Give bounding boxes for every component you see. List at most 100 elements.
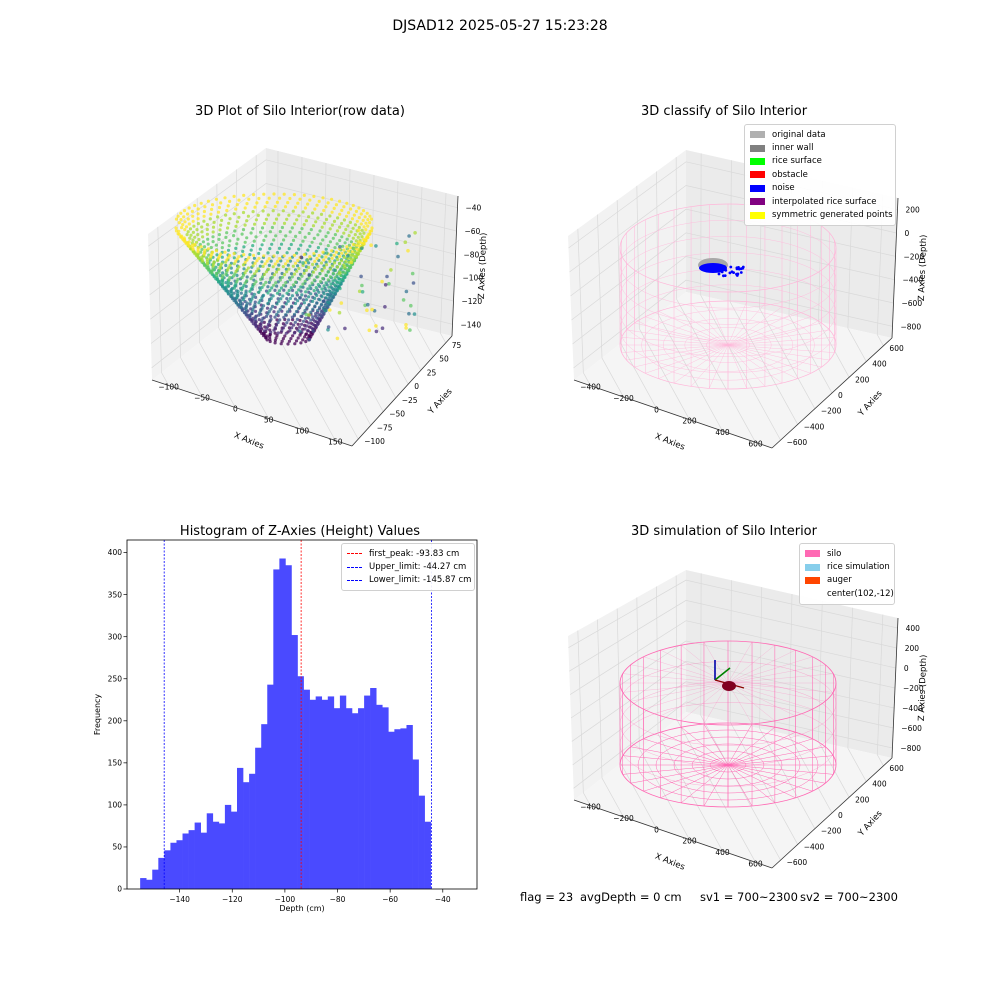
p1-data-point [313, 296, 317, 300]
p1-data-point [324, 217, 329, 222]
p1-data-point [370, 226, 374, 230]
p2-xgrid [675, 157, 756, 443]
p1-data-point [249, 277, 253, 281]
p1-data-point [277, 289, 282, 293]
p1-data-point [262, 283, 266, 287]
p1-data-point [285, 297, 289, 301]
p1-data-point [366, 302, 370, 307]
p1-data-point [363, 303, 367, 308]
p4-ygrid [729, 580, 799, 845]
p1-data-point [272, 221, 276, 225]
p4-silo-top-spoke [727, 664, 826, 684]
p1-data-point [404, 326, 408, 330]
p4-yaxis [771, 757, 893, 869]
p1-data-point [219, 201, 223, 205]
p1-data-point [200, 225, 204, 229]
p1-data-point [363, 215, 367, 219]
p1-data-point [233, 229, 237, 233]
p1-data-point [206, 199, 210, 203]
p1-data-point [328, 308, 332, 312]
p1-data-point [267, 299, 271, 303]
plot-frame [126, 539, 478, 890]
p1-data-point [229, 287, 233, 292]
p2-silo-ring [619, 268, 837, 357]
histogram-bar [315, 696, 323, 889]
p1-data-point [295, 317, 299, 321]
p2-xtick-label: 0 [654, 405, 659, 414]
p1-data-point [327, 297, 331, 301]
histogram-bar [364, 695, 371, 889]
p1-data-point [184, 225, 189, 229]
p4-ytick-label: 400 [872, 780, 887, 789]
p1-data-point [374, 324, 378, 328]
p2-noise-point [728, 271, 732, 275]
p1-data-point [243, 206, 247, 210]
p2-zgrid [573, 279, 893, 369]
p1-data-point [313, 319, 317, 323]
p2-silo-spoke [727, 303, 766, 346]
p1-data-point [280, 225, 284, 230]
p2-yaxis [771, 337, 893, 449]
p1-data-point [289, 322, 293, 326]
p1-data-point [262, 221, 266, 226]
p4-silo-floor-ring [709, 757, 747, 773]
footer-flag: flag = 23 [520, 890, 574, 904]
p1-data-point [330, 223, 334, 227]
legend-swatch [805, 576, 820, 584]
p1-data-point [349, 240, 353, 244]
p4-ztick-label: −400 [902, 704, 923, 713]
p1-data-point [308, 244, 312, 248]
p1-data-point [318, 298, 322, 302]
p2-silo-floor-ring [641, 309, 815, 381]
p1-data-point [317, 199, 321, 203]
p1-data-point [286, 259, 290, 263]
p1-data-point [366, 224, 370, 228]
p1-data-point [259, 277, 263, 281]
p1-data-point [304, 332, 309, 336]
p1-data-point [349, 246, 353, 250]
p1-data-point [330, 264, 334, 268]
p1-data-point [214, 249, 218, 253]
p2-silo-spoke [626, 344, 729, 361]
p1-data-point [407, 234, 411, 238]
p1-data-point [211, 240, 215, 244]
p1-data-point [214, 265, 218, 269]
p1-data-point [290, 288, 295, 292]
p2-noise-point [724, 268, 728, 272]
p4-silo-top-spoke [630, 664, 729, 684]
p2-ztick-label: −400 [903, 276, 924, 285]
p1-data-point [343, 271, 347, 275]
p1-ytick-label: 50 [439, 355, 449, 364]
p1-data-point [317, 313, 321, 317]
p1-data-point [272, 283, 276, 287]
p1-data-point [306, 316, 310, 320]
p1-data-point [206, 242, 210, 246]
p1-data-point [288, 259, 292, 263]
p1-ytick-label: 75 [452, 341, 462, 350]
p1-data-point [319, 280, 323, 284]
p1-data-point [240, 232, 244, 236]
p1-data-point [286, 299, 290, 303]
legend-swatch [750, 144, 765, 152]
p2-ygrid [818, 180, 850, 378]
p1-data-point [307, 337, 312, 342]
p1-data-point [241, 273, 246, 277]
p1-data-point [323, 303, 327, 307]
p1-data-point [328, 259, 332, 263]
p2-ztick-label: −800 [901, 322, 922, 331]
p1-data-point [292, 253, 296, 257]
p1-data-point [365, 235, 369, 239]
p1-data-point [307, 261, 311, 265]
p1-data-point [315, 203, 319, 207]
p4-silo-ring [619, 661, 837, 746]
p1-data-point [269, 314, 273, 318]
p1-data-point [206, 237, 210, 241]
p1-data-point [317, 317, 321, 321]
p4-silo-top-spoke [622, 673, 729, 684]
p2-silo-ring [619, 236, 837, 325]
p1-data-point [336, 216, 340, 220]
p1-data-point [255, 259, 259, 263]
p1-data-point [389, 268, 393, 272]
p1-data-point [212, 220, 216, 224]
